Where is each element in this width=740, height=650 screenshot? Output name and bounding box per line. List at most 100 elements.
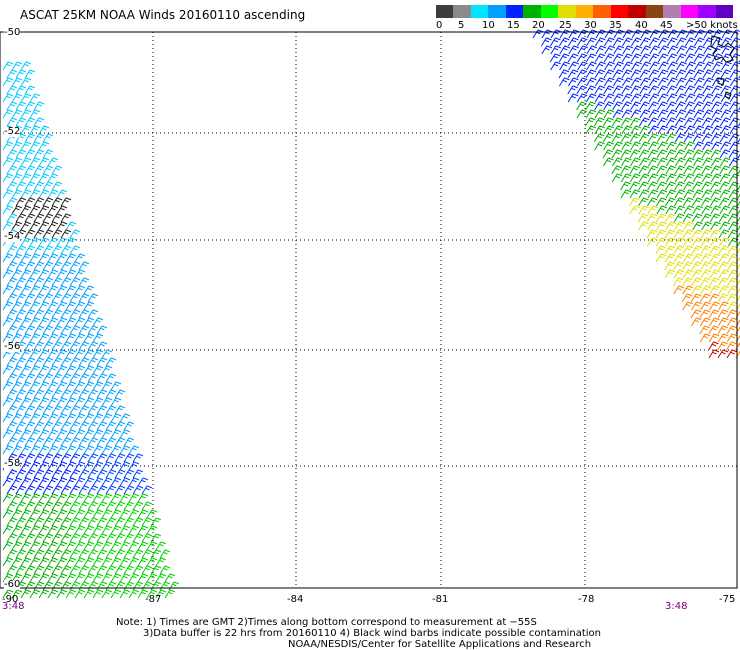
wind-barb	[675, 125, 686, 135]
wind-barb	[96, 373, 108, 383]
wind-barb	[6, 437, 18, 447]
wind-barb	[728, 205, 739, 215]
wind-barb	[664, 229, 676, 239]
wind-barb	[128, 477, 140, 487]
wind-barb	[718, 237, 730, 247]
wind-barb	[691, 237, 703, 247]
wind-barb	[702, 85, 713, 95]
wind-barb	[38, 493, 50, 503]
wind-barb	[42, 197, 54, 207]
wind-barb	[56, 541, 68, 551]
wind-barb	[684, 101, 695, 111]
wind-barb	[96, 549, 108, 559]
wind-barb	[631, 45, 642, 55]
wind-barb	[630, 85, 641, 95]
wind-barb	[720, 109, 732, 119]
wind-barb	[694, 29, 706, 39]
wind-barb	[655, 213, 667, 223]
wind-barb	[6, 245, 18, 255]
wind-barb	[603, 125, 614, 135]
wind-barb	[711, 37, 723, 47]
wind-barb	[101, 573, 113, 583]
wind-barb	[87, 309, 99, 319]
wind-barb	[11, 429, 23, 439]
wind-barb	[631, 61, 642, 71]
wind-barb	[639, 93, 651, 103]
wind-barb	[683, 149, 695, 159]
wind-barb	[727, 285, 738, 295]
wind-barb	[78, 405, 90, 415]
wind-barb	[42, 325, 54, 335]
wind-barb	[29, 173, 41, 183]
wind-barb	[101, 509, 113, 519]
wind-barb	[685, 29, 697, 39]
wind-barb	[674, 149, 686, 159]
wind-barb	[65, 221, 77, 231]
wind-barb	[78, 293, 90, 303]
coastline	[710, 35, 735, 100]
wind-barb	[719, 117, 731, 127]
wind-barb	[60, 245, 72, 255]
wind-barb	[666, 69, 678, 79]
wind-barb	[701, 173, 713, 183]
wind-barb	[613, 45, 624, 55]
wind-barb	[568, 29, 580, 39]
wind-barb	[717, 341, 728, 351]
wind-barb	[594, 77, 606, 87]
wind-barb	[92, 525, 104, 535]
wind-barb	[737, 185, 740, 191]
wind-barb	[65, 509, 77, 519]
wind-barb	[629, 133, 641, 143]
wind-barb	[701, 133, 713, 143]
legend-label: 25	[559, 20, 572, 31]
wind-barb	[648, 85, 659, 95]
wind-barb	[6, 261, 18, 271]
wind-barb	[702, 141, 713, 151]
wind-barb	[729, 77, 740, 87]
wind-barb	[639, 77, 651, 87]
wind-barb	[65, 413, 77, 423]
wind-barb	[717, 293, 729, 303]
wind-barb	[629, 165, 640, 175]
legend-label: 15	[507, 20, 520, 31]
wind-barb	[665, 205, 676, 215]
wind-barb	[65, 397, 77, 407]
wind-barb	[51, 389, 63, 399]
wind-barb	[47, 429, 59, 439]
wind-barb	[658, 61, 669, 71]
wind-barb	[719, 157, 731, 167]
wind-barb	[15, 101, 27, 111]
wind-barb	[657, 53, 669, 63]
wind-barb	[6, 69, 18, 79]
wind-barb	[101, 493, 113, 503]
wind-barb	[69, 405, 81, 415]
wind-barb	[123, 533, 135, 543]
wind-barb	[692, 221, 703, 231]
wind-barb	[65, 589, 77, 599]
wind-barb	[20, 397, 32, 407]
wind-barb	[629, 149, 641, 159]
wind-barb	[20, 269, 32, 279]
wind-barb	[709, 261, 720, 271]
wind-barb	[20, 541, 32, 551]
wind-barb	[585, 77, 597, 87]
wind-barb	[38, 461, 50, 471]
wind-barb	[38, 589, 50, 599]
wind-barb	[718, 269, 730, 279]
wind-barb	[141, 517, 153, 527]
wind-barb	[710, 117, 722, 127]
wind-barb	[74, 365, 86, 375]
wind-barb	[675, 93, 687, 103]
wind-barb	[119, 557, 131, 567]
wind-barb	[728, 117, 740, 127]
wind-barb	[647, 189, 659, 199]
wind-barb	[711, 109, 723, 119]
wind-barb	[78, 325, 90, 335]
wind-barb	[42, 133, 54, 143]
wind-barb	[15, 405, 27, 415]
wind-barb	[621, 69, 633, 79]
wind-barb	[673, 237, 685, 247]
wind-barb	[719, 173, 731, 183]
wind-barb	[78, 581, 90, 591]
wind-barb	[69, 421, 81, 431]
